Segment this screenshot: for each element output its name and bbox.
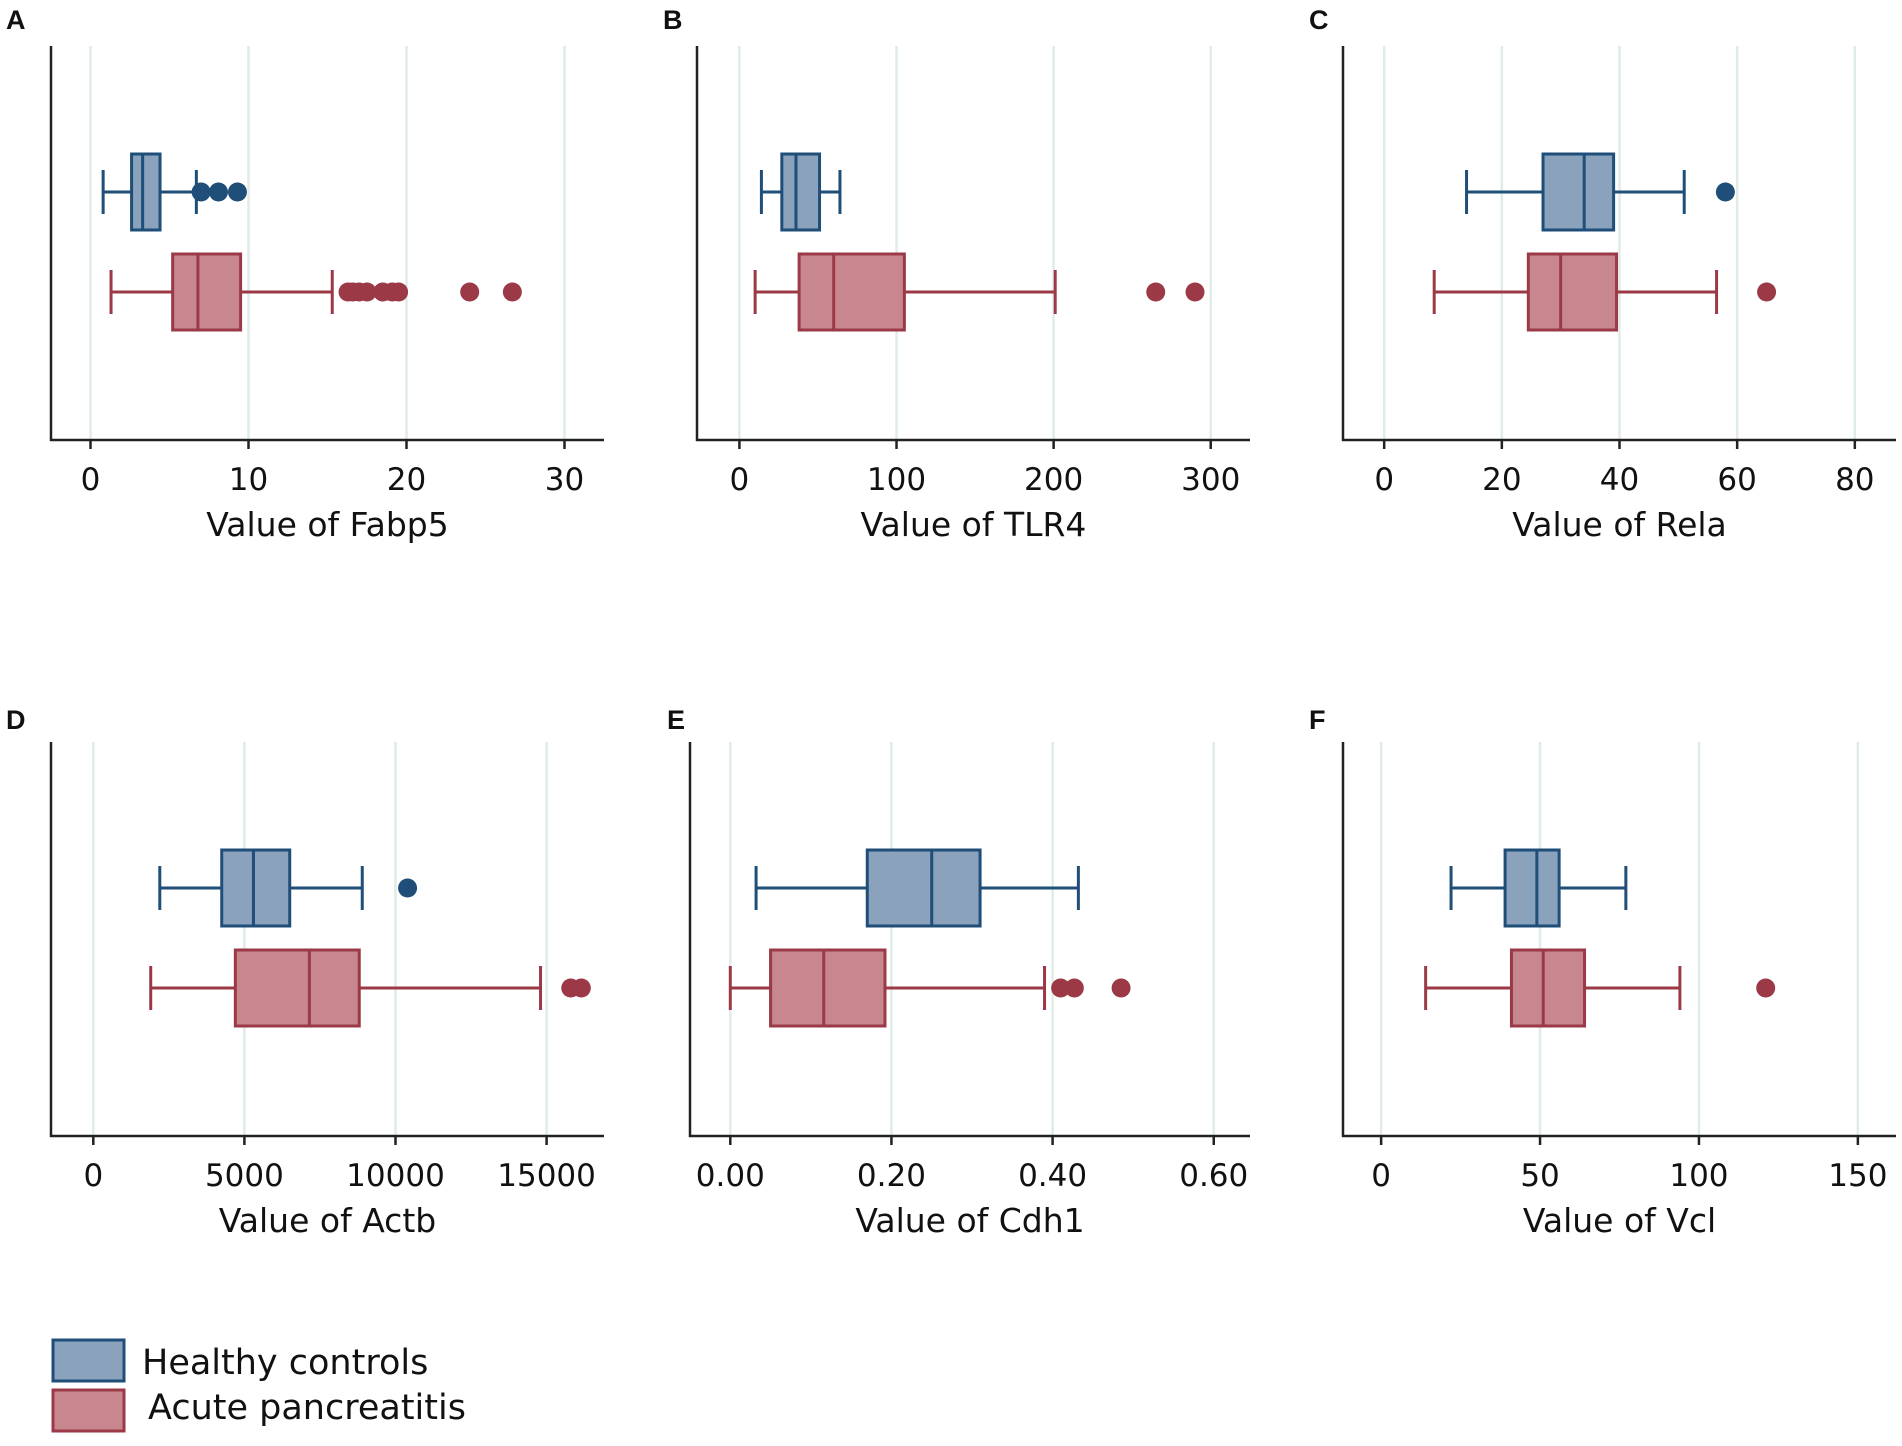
legend-swatch-healthy	[51, 1338, 126, 1383]
outlier-a-healthy-0	[191, 182, 211, 202]
tick-label-a-3: 30	[545, 462, 584, 498]
tick-label-d-0: 0	[83, 1158, 103, 1194]
tick-label-e-3: 0.60	[1179, 1158, 1248, 1194]
panel-letter-b: B	[663, 5, 683, 35]
panel-c: C 0 20 40 60 80 Value of Rela	[1309, 5, 1896, 544]
box-c-healthy	[1541, 152, 1616, 232]
outlier-b-ap-1	[1185, 282, 1205, 302]
box-a-healthy	[130, 152, 162, 232]
tick-label-d-1: 5000	[205, 1158, 284, 1194]
outlier-a-healthy-2	[227, 182, 247, 202]
box-e-ap	[769, 948, 887, 1028]
box-f-ap	[1509, 948, 1587, 1028]
series-d-ap	[149, 948, 591, 1028]
outlier-e-ap-1	[1064, 978, 1084, 998]
outlier-c-healthy-0	[1715, 182, 1735, 202]
tick-label-e-0: 0.00	[696, 1158, 765, 1194]
outlier-a-ap-7	[460, 282, 480, 302]
tick-label-c-3: 60	[1717, 462, 1756, 498]
tick-label-d-3: 15000	[497, 1158, 596, 1194]
panel-letter-f: F	[1309, 705, 1326, 735]
outlier-f-ap-0	[1756, 978, 1776, 998]
outlier-e-ap-0	[1051, 978, 1071, 998]
panel-letter-e: E	[667, 705, 685, 735]
outlier-a-healthy-1	[208, 182, 228, 202]
panel-f: F 0 50 100 150 Value of Vcl	[1309, 705, 1896, 1240]
outlier-b-ap-0	[1146, 282, 1166, 302]
panel-d: D 0 5000 10000 15000 Value of Actb	[6, 705, 604, 1240]
legend-swatch-ap	[51, 1388, 126, 1433]
axis-title-b: Value of TLR4	[861, 505, 1087, 544]
tick-label-b-3: 300	[1181, 462, 1240, 498]
panel-b: B 0 100 200 300 Value of TLR4	[663, 5, 1250, 544]
tick-label-f-0: 0	[1371, 1158, 1391, 1194]
series-f-ap	[1424, 948, 1776, 1028]
box-a-ap	[171, 252, 243, 332]
series-f-healthy	[1449, 848, 1628, 928]
tick-label-a-2: 20	[387, 462, 426, 498]
tick-label-d-2: 10000	[346, 1158, 445, 1194]
outlier-e-ap-2	[1111, 978, 1131, 998]
series-c-ap	[1432, 252, 1777, 332]
tick-label-e-1: 0.20	[857, 1158, 926, 1194]
outlier-a-ap-3	[357, 282, 377, 302]
series-e-ap	[728, 948, 1131, 1028]
outlier-a-ap-8	[502, 282, 522, 302]
series-a-ap	[109, 252, 522, 332]
series-c-healthy	[1465, 152, 1735, 232]
series-b-healthy	[759, 152, 842, 232]
axis-title-c: Value of Rela	[1512, 505, 1727, 544]
legend-label-ap: Acute pancreatitis	[148, 1388, 466, 1428]
outlier-a-ap-6	[389, 282, 409, 302]
tick-label-c-0: 0	[1374, 462, 1394, 498]
axis-title-a: Value of Fabp5	[206, 505, 448, 544]
legend-label-healthy: Healthy controls	[142, 1343, 428, 1383]
tick-label-f-1: 50	[1520, 1158, 1559, 1194]
box-b-ap	[797, 252, 906, 332]
tick-label-c-1: 20	[1482, 462, 1521, 498]
outlier-d-healthy-0	[398, 878, 418, 898]
panel-a: A 0 10 20 30 Value of Fabp5	[6, 5, 604, 544]
tick-label-b-1: 100	[867, 462, 926, 498]
panel-letter-d: D	[6, 705, 26, 735]
tick-label-b-0: 0	[730, 462, 750, 498]
outlier-c-ap-0	[1757, 282, 1777, 302]
tick-label-c-2: 40	[1600, 462, 1639, 498]
panel-e: E 0.00 0.20 0.40 0.60 Value of Cdh1	[667, 705, 1250, 1240]
box-c-ap	[1526, 252, 1619, 332]
tick-label-f-3: 150	[1828, 1158, 1887, 1194]
series-e-healthy	[754, 848, 1080, 928]
box-f-healthy	[1503, 848, 1561, 928]
outlier-d-ap-1	[571, 978, 591, 998]
axis-title-d: Value of Actb	[219, 1201, 436, 1240]
axis-title-e: Value of Cdh1	[855, 1201, 1084, 1240]
tick-label-e-2: 0.40	[1018, 1158, 1087, 1194]
panel-letter-a: A	[6, 5, 26, 35]
box-b-healthy	[780, 152, 822, 232]
box-e-healthy	[865, 848, 982, 928]
box-d-ap	[233, 948, 361, 1028]
box-d-healthy	[220, 848, 292, 928]
tick-label-a-0: 0	[81, 462, 101, 498]
tick-label-f-2: 100	[1669, 1158, 1728, 1194]
axis-title-f: Value of Vcl	[1523, 1201, 1716, 1240]
tick-label-b-2: 200	[1024, 462, 1083, 498]
tick-label-c-4: 80	[1835, 462, 1874, 498]
series-a-healthy	[101, 152, 247, 232]
series-d-healthy	[158, 848, 418, 928]
tick-label-a-1: 10	[229, 462, 268, 498]
panel-letter-c: C	[1309, 5, 1329, 35]
series-b-ap	[753, 252, 1205, 332]
legend: Healthy controls Acute pancreatitis	[51, 1338, 466, 1433]
